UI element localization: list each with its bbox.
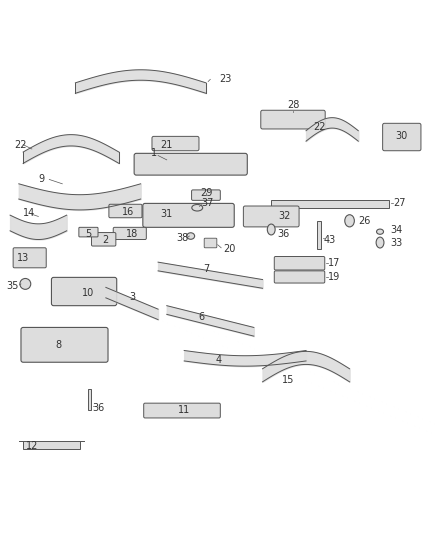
Text: 34: 34 [390, 225, 402, 236]
Text: 21: 21 [161, 140, 173, 150]
Text: 15: 15 [283, 375, 295, 385]
FancyBboxPatch shape [274, 256, 325, 270]
Text: 4: 4 [216, 355, 222, 365]
Text: 17: 17 [328, 258, 340, 268]
Text: 22: 22 [313, 122, 325, 132]
Text: 23: 23 [219, 75, 231, 84]
Ellipse shape [377, 229, 384, 235]
Text: 5: 5 [85, 229, 92, 239]
Ellipse shape [345, 215, 354, 227]
Text: 33: 33 [390, 238, 402, 247]
Text: 7: 7 [203, 264, 209, 273]
FancyBboxPatch shape [204, 238, 217, 248]
Text: 8: 8 [55, 340, 61, 350]
Text: 16: 16 [121, 207, 134, 217]
FancyBboxPatch shape [143, 204, 234, 228]
Text: 19: 19 [328, 272, 340, 282]
FancyBboxPatch shape [383, 123, 421, 151]
FancyBboxPatch shape [21, 327, 108, 362]
Bar [318, 221, 321, 249]
Text: 27: 27 [393, 198, 406, 208]
Text: 31: 31 [161, 209, 173, 219]
Text: 28: 28 [287, 100, 299, 110]
Text: 10: 10 [82, 288, 95, 297]
FancyBboxPatch shape [92, 232, 116, 246]
FancyBboxPatch shape [152, 136, 199, 151]
FancyBboxPatch shape [261, 110, 325, 129]
Text: 2: 2 [103, 236, 109, 245]
Text: 18: 18 [126, 229, 138, 239]
Text: 22: 22 [14, 140, 27, 150]
FancyBboxPatch shape [191, 190, 220, 200]
Text: 6: 6 [198, 312, 205, 321]
Text: 30: 30 [396, 131, 408, 141]
Bar [271, 200, 389, 208]
Text: 12: 12 [26, 441, 38, 451]
Text: 26: 26 [358, 216, 371, 226]
Text: 38: 38 [176, 233, 188, 243]
FancyBboxPatch shape [113, 228, 146, 239]
FancyBboxPatch shape [109, 204, 142, 218]
FancyBboxPatch shape [79, 228, 98, 237]
Ellipse shape [20, 278, 31, 289]
FancyBboxPatch shape [13, 248, 46, 268]
Bar [88, 389, 91, 410]
Text: 11: 11 [178, 405, 190, 415]
Text: 20: 20 [223, 244, 236, 254]
FancyBboxPatch shape [274, 271, 325, 283]
Text: 35: 35 [7, 281, 19, 291]
Polygon shape [19, 441, 84, 449]
Text: 1: 1 [151, 148, 157, 158]
Ellipse shape [187, 233, 194, 239]
Text: 36: 36 [93, 403, 105, 413]
Ellipse shape [376, 237, 384, 248]
Ellipse shape [192, 205, 203, 211]
Text: 13: 13 [17, 253, 29, 263]
Text: 36: 36 [278, 229, 290, 239]
Text: 29: 29 [200, 188, 212, 198]
FancyBboxPatch shape [51, 277, 117, 305]
Text: 9: 9 [39, 174, 45, 184]
Text: 43: 43 [323, 236, 336, 245]
FancyBboxPatch shape [244, 206, 299, 227]
Ellipse shape [267, 224, 275, 235]
Text: 3: 3 [129, 292, 135, 302]
Text: 14: 14 [23, 208, 35, 219]
Text: 32: 32 [278, 212, 290, 221]
Text: 37: 37 [201, 198, 214, 208]
FancyBboxPatch shape [134, 154, 247, 175]
FancyBboxPatch shape [144, 403, 220, 418]
